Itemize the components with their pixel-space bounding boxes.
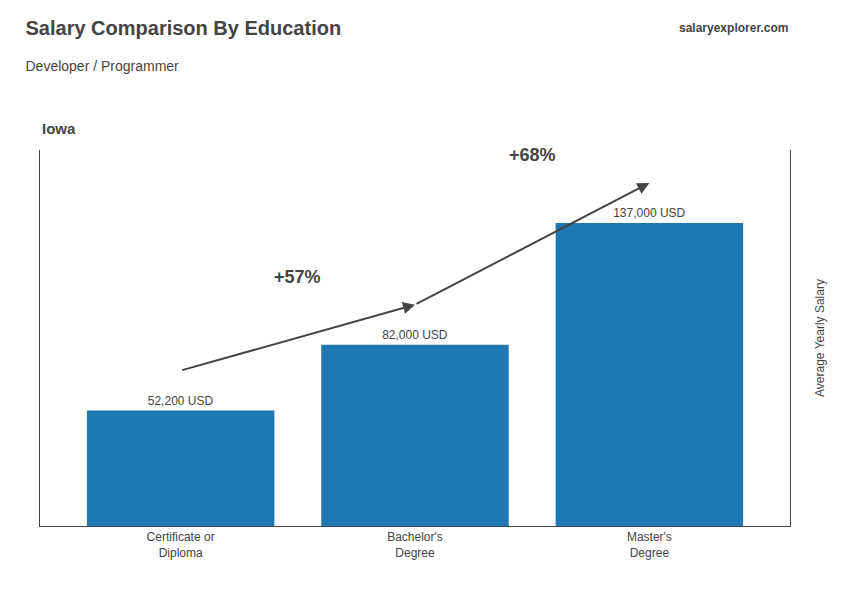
svg-text:Bachelor'sDegree: Bachelor'sDegree — [387, 530, 443, 560]
svg-text:Certificate orDiploma: Certificate orDiploma — [147, 530, 215, 560]
svg-text:Developer / Programmer: Developer / Programmer — [26, 58, 180, 74]
svg-text:137,000 USD: 137,000 USD — [613, 206, 685, 220]
svg-text:+57%: +57% — [274, 267, 321, 287]
svg-text:Master'sDegree: Master'sDegree — [627, 530, 672, 560]
svg-text:52,200 USD: 52,200 USD — [148, 394, 214, 408]
svg-text:Iowa: Iowa — [42, 120, 76, 137]
svg-text:Salary Comparison By Education: Salary Comparison By Education — [26, 17, 342, 39]
svg-text:82,000 USD: 82,000 USD — [382, 328, 448, 342]
svg-text:Average Yearly Salary: Average Yearly Salary — [813, 279, 827, 397]
svg-text:salaryexplorer.com: salaryexplorer.com — [679, 21, 788, 35]
svg-text:+68%: +68% — [509, 145, 556, 165]
